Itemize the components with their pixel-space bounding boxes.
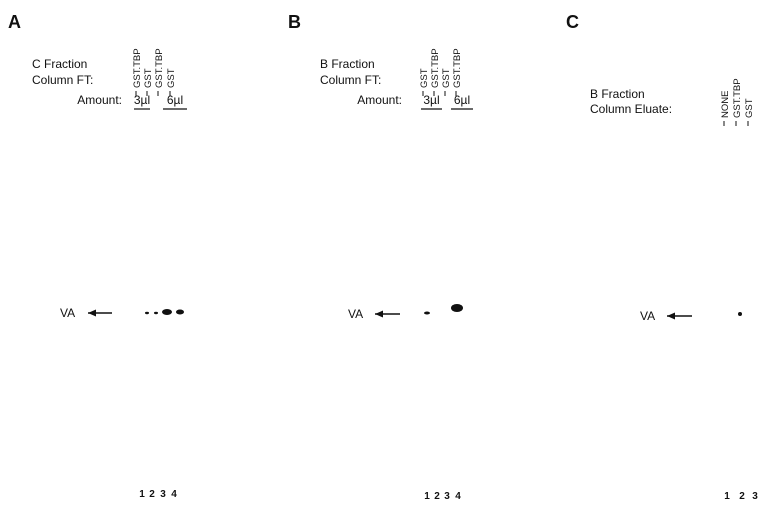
lane-label: GST.TBP	[732, 78, 743, 118]
lane-number: 1	[139, 489, 145, 500]
panel-label: B	[288, 12, 301, 32]
fraction-label: B Fraction	[590, 87, 645, 101]
lane-label: GST.TBP	[132, 48, 143, 88]
figure: AC FractionColumn FT:Amount:GST.TBPGSTGS…	[0, 0, 764, 509]
lane-number: 3	[160, 489, 166, 500]
fraction-label: B Fraction	[320, 57, 375, 71]
lane-number: 1	[424, 491, 430, 502]
column-label: Column Eluate:	[590, 102, 672, 116]
lane-number: 2	[434, 491, 440, 502]
lane-label: GST	[441, 68, 452, 88]
panel-label: A	[8, 12, 21, 32]
gel-band	[738, 312, 742, 316]
marker-arrowhead	[375, 311, 383, 318]
column-label: Column FT:	[32, 73, 93, 87]
amount: 3µl	[423, 93, 439, 107]
marker-label: VA	[640, 309, 655, 323]
gel-band	[424, 312, 430, 315]
amount-label: Amount:	[357, 93, 402, 107]
amount: 6µl	[454, 93, 470, 107]
lane-number: 2	[149, 489, 155, 500]
amount: 6µl	[167, 93, 183, 107]
gel-band	[451, 304, 463, 312]
lane-number: 4	[455, 491, 461, 502]
gel-band	[162, 309, 172, 315]
lane-number: 2	[739, 491, 745, 502]
lane-label: GST.TBP	[430, 48, 441, 88]
gel-band	[176, 310, 184, 315]
lane-label: GST.TBP	[452, 48, 463, 88]
panel-label: C	[566, 12, 579, 32]
marker-arrowhead	[667, 313, 675, 320]
lane-label: GST.TBP	[154, 48, 165, 88]
amount: 3µl	[134, 93, 150, 107]
lane-label: GST	[419, 68, 430, 88]
lane-label: GST	[744, 98, 755, 118]
lane-number: 3	[752, 491, 758, 502]
fraction-label: C Fraction	[32, 57, 87, 71]
lane-label: GST	[166, 68, 177, 88]
lane-number: 1	[724, 491, 730, 502]
lane-label: NONE	[720, 91, 731, 118]
column-label: Column FT:	[320, 73, 381, 87]
gel-band	[154, 312, 158, 314]
lane-number: 3	[444, 491, 450, 502]
gel-band	[145, 312, 149, 314]
amount-label: Amount:	[77, 93, 122, 107]
lane-label: GST	[143, 68, 154, 88]
marker-label: VA	[348, 307, 363, 321]
marker-arrowhead	[88, 310, 96, 317]
lane-number: 4	[171, 489, 177, 500]
marker-label: VA	[60, 306, 75, 320]
